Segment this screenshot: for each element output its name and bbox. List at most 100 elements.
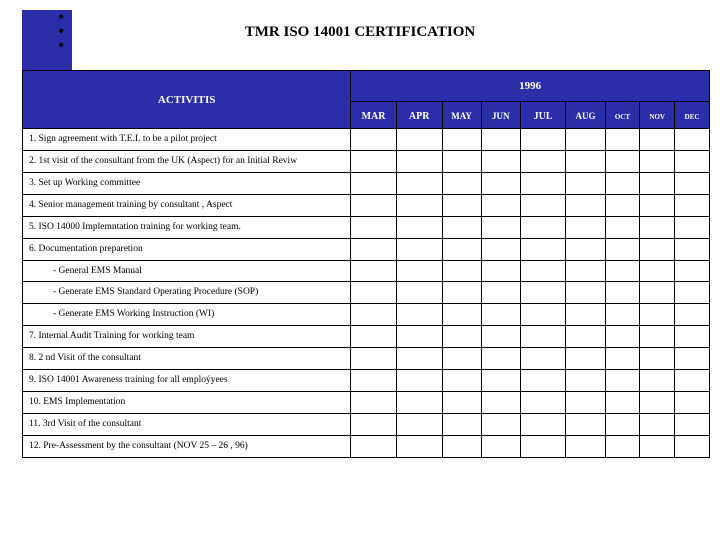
schedule-cell [396,348,442,370]
schedule-cell [566,370,605,392]
schedule-cell [396,370,442,392]
schedule-cell [566,413,605,435]
table-row: - General EMS Manual [23,260,710,282]
schedule-cell [481,370,520,392]
schedule-cell [396,238,442,260]
schedule-cell [351,194,397,216]
schedule-cell [675,238,710,260]
schedule-cell [442,194,481,216]
schedule-cell [351,238,397,260]
schedule-cell [351,282,397,304]
schedule-cell [396,435,442,457]
schedule-cell [675,194,710,216]
schedule-cell [640,260,675,282]
table-row: 4. Senior management training by consult… [23,194,710,216]
schedule-cell [566,348,605,370]
schedule-cell [396,392,442,414]
schedule-cell [442,370,481,392]
schedule-cell [675,326,710,348]
table-row: 12. Pre-Assessment by the consultant (NO… [23,435,710,457]
schedule-cell [520,413,566,435]
schedule-cell [481,435,520,457]
activity-cell: 3. Set up Working committee [23,172,351,194]
schedule-cell [396,282,442,304]
schedule-cell [520,150,566,172]
schedule-cell [442,392,481,414]
schedule-cell [566,129,605,151]
schedule-cell [396,304,442,326]
schedule-cell [605,216,640,238]
schedule-cell [640,413,675,435]
activity-cell: 8. 2 nd Visit of the consultant [23,348,351,370]
activity-cell: 10. EMS Implementation [23,392,351,414]
schedule-cell [396,172,442,194]
schedule-cell [675,172,710,194]
schedule-cell [640,150,675,172]
schedule-cell [605,238,640,260]
schedule-cell [675,216,710,238]
schedule-cell [520,194,566,216]
header-month-jul: JUL [520,102,566,129]
table-row: 1. Sign agreement with T.E.I. to be a pi… [23,129,710,151]
schedule-cell [481,326,520,348]
schedule-cell [481,216,520,238]
schedule-cell [566,326,605,348]
schedule-cell [442,216,481,238]
schedule-cell [675,392,710,414]
activity-cell: 7. Internal Audit Training for working t… [23,326,351,348]
schedule-cell [520,282,566,304]
schedule-cell [675,260,710,282]
schedule-cell [351,172,397,194]
table-row: - Generate EMS Working Instruction (WI) [23,304,710,326]
schedule-cell [675,435,710,457]
schedule-cell [351,216,397,238]
schedule-cell [640,216,675,238]
schedule-cell [566,282,605,304]
schedule-cell [640,238,675,260]
schedule-cell [566,392,605,414]
schedule-cell [520,216,566,238]
schedule-cell [520,435,566,457]
activity-cell: 2. 1st visit of the consultant from the … [23,150,351,172]
table-row: 7. Internal Audit Training for working t… [23,326,710,348]
schedule-cell [481,172,520,194]
schedule-cell [520,129,566,151]
schedule-cell [351,435,397,457]
schedule-cell [605,194,640,216]
activity-cell: - General EMS Manual [23,260,351,282]
schedule-cell [481,129,520,151]
schedule-cell [351,260,397,282]
schedule-cell [605,413,640,435]
schedule-cell [675,413,710,435]
header-month-jun: JUN [481,102,520,129]
header-month-dec: DEC [675,102,710,129]
header-month-mar: MAR [351,102,397,129]
schedule-cell [442,348,481,370]
schedule-cell [481,238,520,260]
table-row: 10. EMS Implementation [23,392,710,414]
schedule-cell [481,413,520,435]
schedule-cell [605,150,640,172]
header-year: 1996 [351,71,710,102]
schedule-cell [640,392,675,414]
schedule-cell [481,194,520,216]
schedule-cell [605,348,640,370]
schedule-cell [442,326,481,348]
schedule-cell [481,260,520,282]
schedule-cell [396,150,442,172]
schedule-cell [605,282,640,304]
schedule-cell [605,326,640,348]
header-month-may: MAY [442,102,481,129]
schedule-cell [640,194,675,216]
header-month-nov: NOV [640,102,675,129]
schedule-cell [675,282,710,304]
table-row: 5. ISO 14000 Implemntation training for … [23,216,710,238]
schedule-cell [481,282,520,304]
schedule-cell [605,260,640,282]
schedule-cell [520,260,566,282]
schedule-cell [351,413,397,435]
schedule-cell [640,435,675,457]
schedule-cell [520,348,566,370]
schedule-cell [605,172,640,194]
schedule-cell [396,129,442,151]
